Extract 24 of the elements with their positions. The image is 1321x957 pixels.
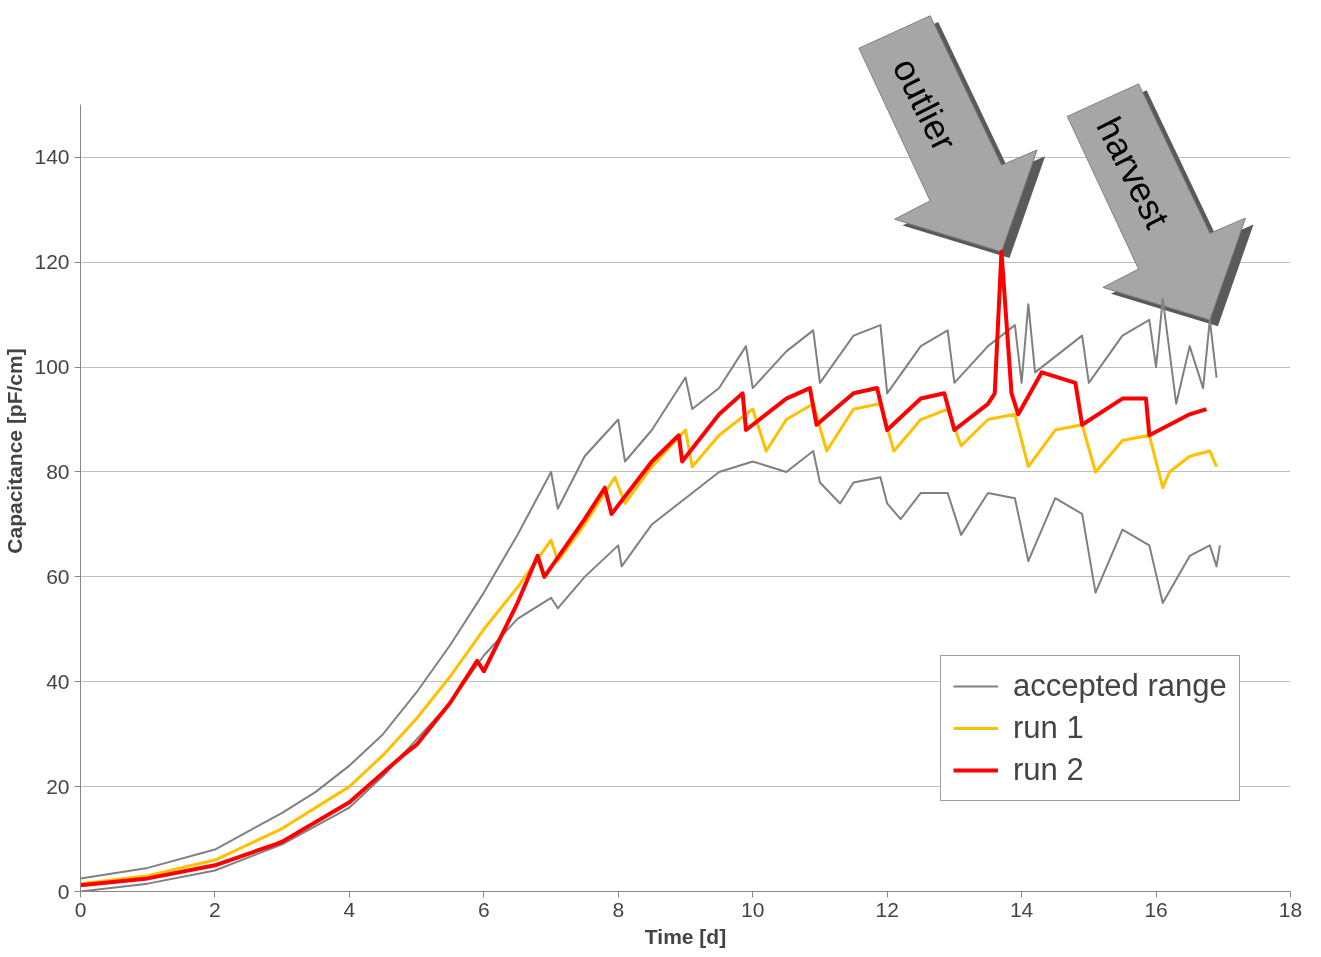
x-tick-label: 10 [741, 897, 765, 921]
x-tick-label: 6 [477, 897, 490, 921]
legend-label: accepted range [1013, 668, 1227, 704]
x-tick-label: 16 [1144, 897, 1168, 921]
x-tick-label: 18 [1278, 897, 1303, 921]
y-tick-label: 20 [46, 774, 70, 798]
y-tick-label: 60 [46, 564, 70, 588]
annotation: outlier [884, 51, 966, 158]
legend-label: run 2 [1013, 752, 1084, 788]
y-tick-label: 80 [46, 459, 70, 483]
y-tick-label: 40 [46, 669, 70, 693]
y-tick-label: 100 [34, 355, 70, 379]
x-tick-label: 14 [1009, 897, 1034, 921]
y-axis-title: Capacitance [pF/cm] [3, 348, 27, 554]
y-tick-label: 120 [34, 250, 70, 274]
y-tick-label: 0 [57, 879, 70, 903]
x-tick-label: 4 [343, 897, 356, 921]
x-tick-label: 8 [612, 897, 625, 921]
x-tick-label: 12 [875, 897, 899, 921]
legend-label: run 1 [1013, 710, 1084, 746]
x-axis-title: Time [d] [644, 924, 727, 948]
x-tick-label: 0 [74, 897, 87, 921]
y-tick-label: 140 [34, 145, 70, 169]
x-tick-label: 2 [209, 897, 221, 921]
